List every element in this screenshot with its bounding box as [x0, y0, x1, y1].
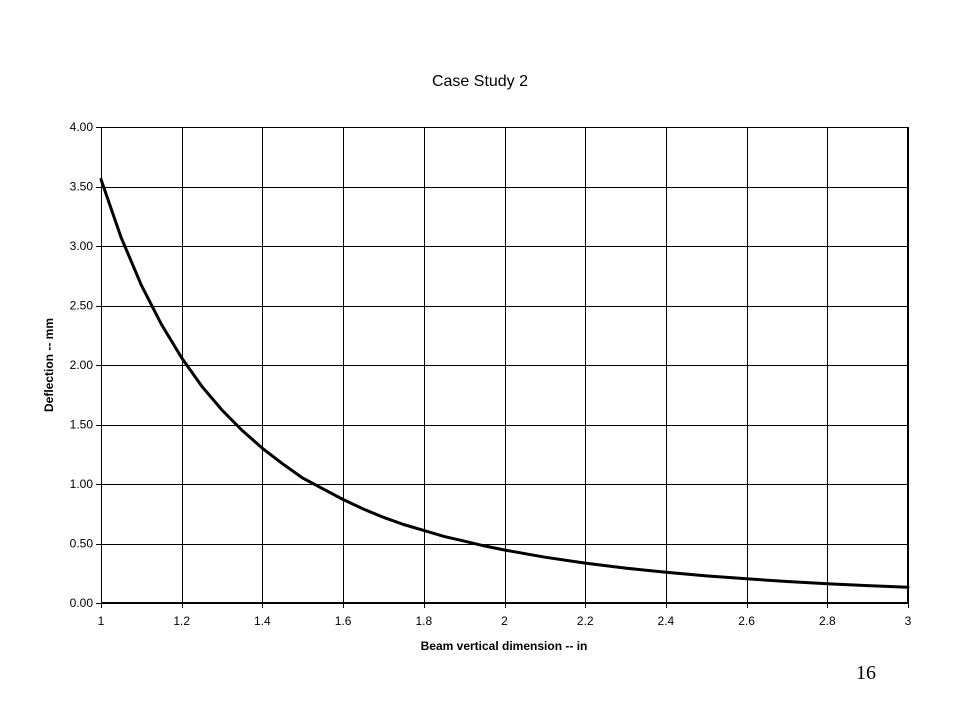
chart-title: Case Study 2: [432, 73, 528, 90]
x-axis-title: Beam vertical dimension -- in: [421, 639, 588, 653]
plot-area: 1 1.2 1.4 1.6 1.8 2 2.2 2.4 2.6 2.8 3 0.00 0.50 1.00 1…: [70, 120, 912, 628]
plot-border: [101, 127, 908, 603]
y-tick-label: 3.00: [70, 239, 94, 253]
y-tick-label: 1.50: [70, 418, 94, 432]
y-tick-label: 4.00: [70, 120, 94, 134]
y-tick-label: 1.00: [70, 477, 94, 491]
y-tick-label: 2.00: [70, 358, 94, 372]
x-tick-label: 1.2: [173, 614, 190, 628]
y-tick-label: 0.50: [70, 537, 94, 551]
x-tick-label: 1.8: [415, 614, 432, 628]
x-tick-label: 1.4: [254, 614, 271, 628]
x-tick-label: 1: [98, 614, 105, 628]
x-tick-label: 2.6: [738, 614, 755, 628]
x-tick-label: 2.2: [577, 614, 594, 628]
y-tick-label: 2.50: [70, 299, 94, 313]
x-tick-label: 2.4: [658, 614, 675, 628]
x-tick-label: 2: [501, 614, 508, 628]
deflection-curve: [99, 177, 910, 589]
x-tick-label: 1.6: [335, 614, 352, 628]
x-tick-label: 2.8: [819, 614, 836, 628]
y-tick-label: 0.00: [70, 596, 94, 610]
y-tick-label: 3.50: [70, 180, 94, 194]
x-tick-label: 3: [905, 614, 912, 628]
y-axis-title: Deflection -- mm: [42, 318, 56, 412]
page-number: 16: [856, 662, 876, 684]
